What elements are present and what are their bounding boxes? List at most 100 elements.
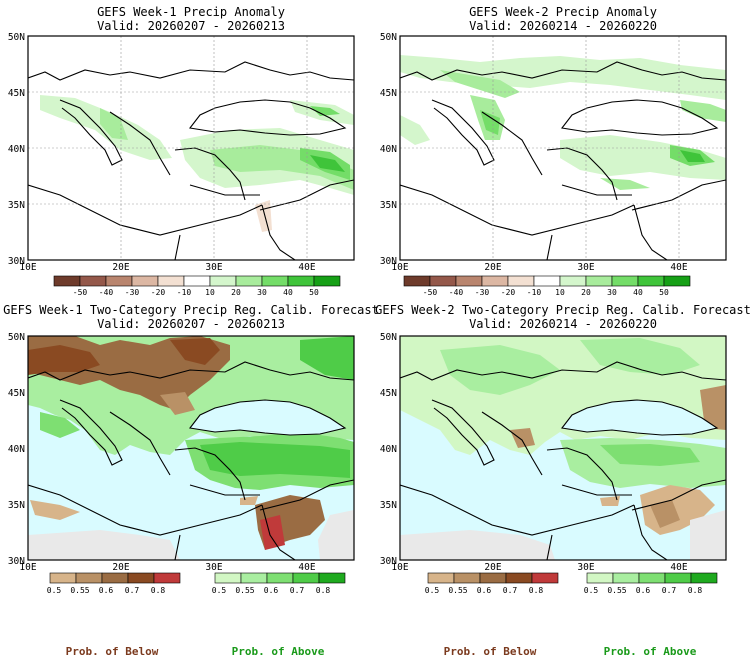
x-axis-ticks: 10E 20E 30E 40E [391, 562, 687, 573]
map-area [399, 335, 727, 561]
colorbar-swatch [664, 572, 692, 584]
colorbar-swatch [183, 275, 211, 287]
y-tick-label: 40N [380, 144, 397, 155]
x-tick-label: 10E [391, 562, 408, 573]
colorbar-swatch [427, 572, 455, 584]
y-tick-label: 40N [8, 144, 25, 155]
colorbar-swatch [479, 572, 507, 584]
colorbar-label: 10 [205, 288, 215, 297]
y-tick-label: 35N [8, 200, 25, 211]
colorbar-label: -50 [73, 288, 88, 297]
colorbar-swatch [637, 275, 665, 287]
x-tick-label: 10E [19, 262, 36, 273]
prob-above-label: Prob. of Above [232, 645, 325, 658]
colorbar-swatch [261, 275, 289, 287]
coastlines [28, 61, 354, 260]
coastlines [400, 61, 726, 260]
colorbar-swatch [690, 572, 718, 584]
colorbar-label: 0.6 [636, 586, 651, 595]
colorbar-swatch [403, 275, 431, 287]
x-tick-label: 30E [205, 562, 222, 573]
colorbar-label: 20 [231, 288, 241, 297]
y-axis-ticks: 50N 45N 40N 35N 30N [380, 32, 397, 267]
colorbar-swatch [49, 572, 77, 584]
y-tick-label: 45N [380, 388, 397, 399]
colorbar-label: 0.8 [151, 586, 166, 595]
y-tick-label: 50N [8, 332, 25, 343]
colorbar-label: 0.7 [662, 586, 677, 595]
gridlines [400, 36, 726, 260]
anomaly-fill [400, 55, 726, 190]
colorbar-label: 0.7 [290, 586, 305, 595]
panel-valid-date: Valid: 20260207 - 20260213 [97, 317, 285, 331]
y-tick-label: 30N [8, 256, 25, 267]
x-tick-label: 10E [19, 562, 36, 573]
colorbar-swatch [209, 275, 237, 287]
colorbar-swatch [507, 275, 535, 287]
panel-title: GEFS Week-1 Two-Category Precip Reg. Cal… [3, 303, 379, 317]
prob-below-label: Prob. of Below [444, 645, 537, 658]
panel-valid-date: Valid: 20260214 - 20260220 [469, 19, 657, 33]
above-colorbar: 0.5 0.55 0.6 0.7 0.8 [584, 572, 718, 595]
x-tick-label: 40E [670, 262, 687, 273]
map-area [27, 35, 355, 261]
colorbar-swatch [585, 275, 613, 287]
y-tick-label: 50N [8, 32, 25, 43]
above-colorbar: 0.5 0.55 0.6 0.7 0.8 [212, 572, 346, 595]
colorbar-swatch [79, 275, 107, 287]
y-tick-label: 40N [380, 444, 397, 455]
map-area [27, 335, 355, 561]
panel-week1-probability: GEFS Week-1 Two-Category Precip Reg. Cal… [3, 303, 379, 658]
below-colorbar: 0.5 0.55 0.6 0.7 0.8 [47, 572, 181, 595]
colorbar-swatch [318, 572, 346, 584]
colorbar-swatch [663, 275, 691, 287]
panel-valid-date: Valid: 20260207 - 20260213 [97, 19, 285, 33]
y-tick-label: 30N [380, 556, 397, 567]
anomaly-colorbar: -50 -40 -30 -20 -10 10 20 30 40 50 [53, 275, 341, 297]
colorbar-label: 0.7 [503, 586, 518, 595]
colorbar-swatch [533, 275, 561, 287]
x-tick-label: 20E [484, 562, 501, 573]
colorbar-label: 30 [257, 288, 267, 297]
y-tick-label: 35N [380, 500, 397, 511]
colorbar-label: 0.55 [70, 586, 89, 595]
y-axis-ticks: 50N 45N 40N 35N 30N [8, 32, 25, 267]
colorbar-label: 50 [309, 288, 319, 297]
colorbar-label: 0.5 [212, 586, 227, 595]
colorbar-label: -10 [177, 288, 192, 297]
x-tick-label: 30E [577, 562, 594, 573]
colorbar-swatch [75, 572, 103, 584]
prob-above-label: Prob. of Above [604, 645, 697, 658]
coastlines [28, 361, 354, 560]
colorbar-swatch [611, 275, 639, 287]
y-tick-label: 30N [8, 556, 25, 567]
prob-below-label: Prob. of Below [66, 645, 159, 658]
colorbar-label: 10 [555, 288, 565, 297]
colorbar-swatch [481, 275, 509, 287]
colorbar-label: -30 [125, 288, 140, 297]
colorbar-swatch [101, 572, 129, 584]
x-tick-label: 40E [298, 562, 315, 573]
colorbar-swatch [612, 572, 640, 584]
panel-title: GEFS Week-2 Precip Anomaly [469, 5, 657, 19]
colorbar-swatch [157, 275, 185, 287]
colorbar-label: 40 [633, 288, 643, 297]
colorbar-label: -30 [475, 288, 490, 297]
colorbar-label: -40 [449, 288, 464, 297]
colorbar-label: 0.5 [47, 586, 62, 595]
y-tick-label: 45N [380, 88, 397, 99]
colorbar-label: -20 [501, 288, 516, 297]
colorbar-swatch [638, 572, 666, 584]
colorbar-label: -20 [151, 288, 166, 297]
colorbar-swatch [131, 275, 159, 287]
x-tick-label: 30E [205, 262, 222, 273]
colorbar-swatch [559, 275, 587, 287]
x-tick-label: 10E [391, 262, 408, 273]
anomaly-colorbar: -50 -40 -30 -20 -10 10 20 30 40 50 [403, 275, 691, 297]
colorbar-swatch [292, 572, 320, 584]
colorbar-label: -50 [423, 288, 438, 297]
panel-valid-date: Valid: 20260214 - 20260220 [469, 317, 657, 331]
y-tick-label: 45N [8, 88, 25, 99]
map-area [399, 35, 727, 261]
x-tick-label: 40E [670, 562, 687, 573]
